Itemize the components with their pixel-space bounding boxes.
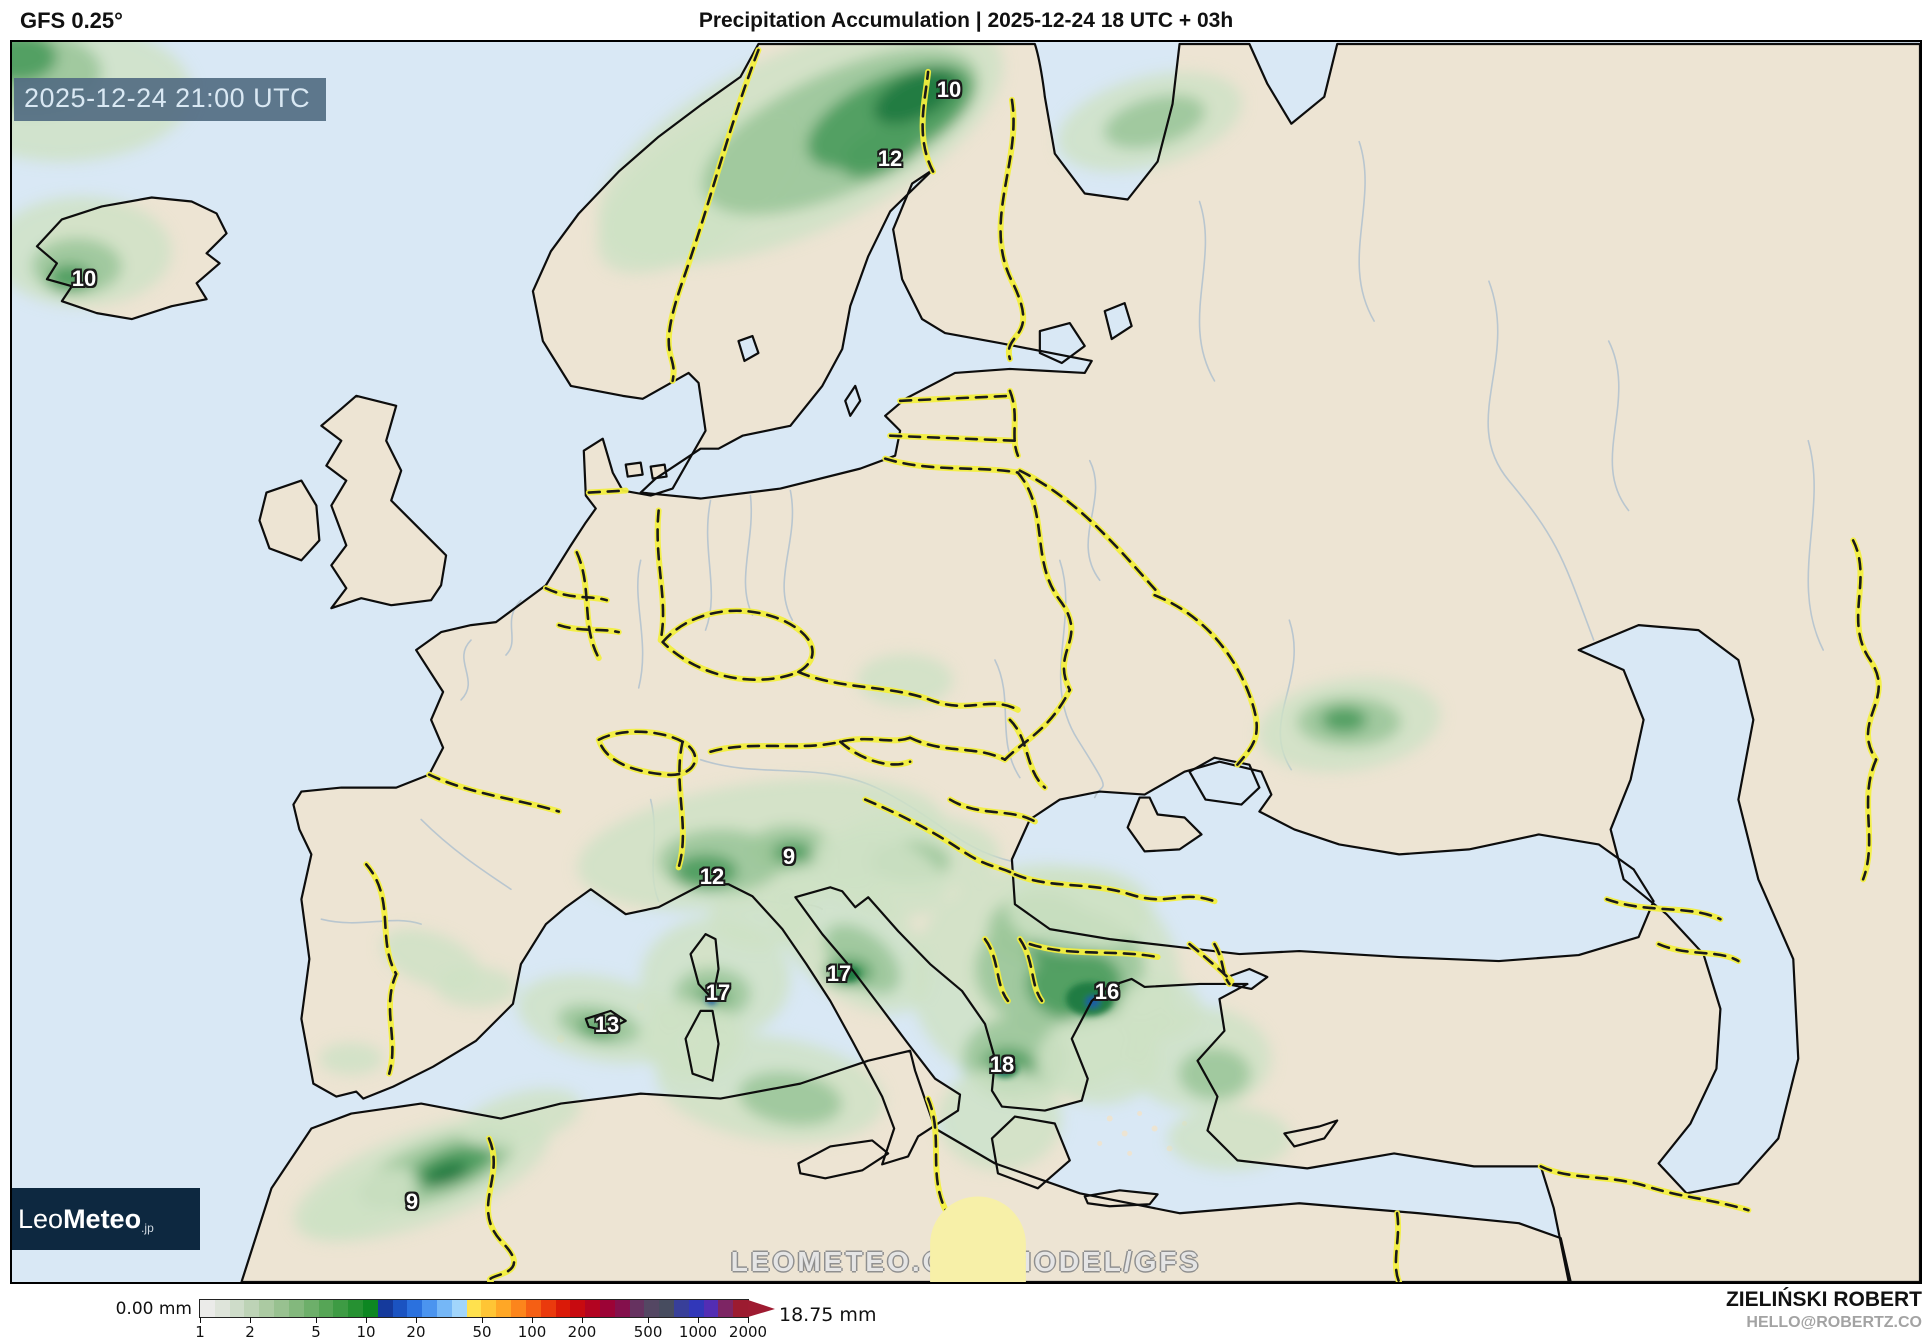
colorbar-tick (249, 1317, 251, 1323)
colorbar-segment (362, 1300, 378, 1317)
precip-max-label: 10 (936, 77, 962, 102)
colorbar-segment (599, 1300, 615, 1317)
colorbar-tick (200, 1317, 201, 1323)
colorbar-segment (244, 1300, 260, 1317)
colorbar-tick-label: 5 (311, 1323, 321, 1341)
logo-wordmark: LeoMeteo.jp (18, 1203, 154, 1235)
colorbar-segment (214, 1300, 230, 1317)
precip-max-label: 9 (782, 844, 796, 869)
contact-credit: HELLO@ROBERTZ.CO (1746, 1314, 1922, 1331)
legend-min-label: 0.00 mm (115, 1299, 192, 1319)
colorbar-segment (333, 1300, 349, 1317)
colorbar-segment (437, 1300, 452, 1317)
colorbar-tick-label: 1 (195, 1323, 205, 1341)
model-label: GFS 0.25° (20, 8, 123, 33)
colorbar-tick (698, 1317, 700, 1323)
colorbar-tick-label: 1000 (678, 1323, 718, 1341)
colorbar-segment (733, 1300, 749, 1317)
precip-colorbar (200, 1300, 749, 1317)
colorbar-segment (318, 1300, 334, 1317)
colorbar-segment (688, 1300, 704, 1317)
colorbar-segment (288, 1300, 304, 1317)
colorbar-segment (718, 1300, 734, 1317)
colorbar-segment (407, 1300, 423, 1317)
colorbar-ticks: 1 2 5 10 20 50 100 200 500 1000 2000 (195, 1317, 767, 1341)
precip-max-label: 10 (71, 266, 97, 291)
europe-precipitation-map: 10 12 10 9 12 17 17 13 16 18 9 2025-12-24 21:00 UT… (10, 40, 1922, 1284)
europe-map-svg (12, 42, 1920, 1282)
colorbar-segment (644, 1300, 660, 1317)
colorbar-segment (703, 1300, 719, 1317)
colorbar-segment (585, 1300, 600, 1317)
colorbar-segment (377, 1300, 393, 1317)
colorbar-segment (629, 1300, 645, 1317)
colorbar-tick-label: 10 (356, 1323, 376, 1341)
precip-max-label: 12 (877, 146, 903, 171)
precipitation-shading (12, 42, 1441, 1242)
colorbar-segment (555, 1300, 571, 1317)
page-title: Precipitation Accumulation | 2025-12-24 … (698, 9, 1234, 32)
colorbar-segment (422, 1300, 437, 1317)
colorbar-tick (581, 1317, 583, 1323)
colorbar-segment (303, 1300, 319, 1317)
leometeo-logo: LeoMeteo.jp (12, 1188, 1026, 1282)
colorbar-tick (748, 1317, 749, 1323)
colorbar-segment (451, 1300, 467, 1317)
country-borders (363, 46, 1882, 1282)
precip-max-label: 18 (989, 1052, 1015, 1077)
colorbar-tick-label: 20 (406, 1323, 426, 1341)
colorbar-segment (674, 1300, 689, 1317)
colorbar-segment (511, 1300, 526, 1317)
legend-max-label: 18.75 mm (779, 1304, 877, 1326)
colorbar-tick (648, 1317, 650, 1323)
colorbar-arrow (748, 1300, 775, 1317)
author-credit: ZIELIŃSKI ROBERT (1725, 1288, 1922, 1311)
precip-max-label: 16 (1094, 979, 1120, 1004)
precip-max-label: 17 (826, 961, 852, 986)
colorbar-tick (415, 1317, 417, 1323)
colorbar-tick (532, 1317, 534, 1323)
precipitation-maxima (706, 966, 1114, 1078)
precip-max-label: 17 (705, 980, 731, 1005)
colorbar-segment (200, 1300, 215, 1317)
colorbar-tick (482, 1317, 484, 1323)
colorbar-tick-label: 2 (245, 1323, 255, 1341)
colorbar-tick-label: 200 (567, 1323, 597, 1341)
colorbar-segment (348, 1300, 363, 1317)
colorbar-segment (392, 1300, 408, 1317)
precip-max-label: 9 (405, 1189, 419, 1214)
colorbar-tick-label: 100 (517, 1323, 547, 1341)
colorbar-segment (274, 1300, 289, 1317)
colorbar-segment (481, 1300, 497, 1317)
colorbar-segment (259, 1300, 275, 1317)
sun-icon (930, 1196, 1026, 1282)
valid-time-overlay: 2025-12-24 21:00 UTC (14, 78, 327, 121)
colorbar-segment (466, 1300, 482, 1317)
colorbar-tick-label: 50 (472, 1323, 492, 1341)
precip-max-label: 13 (594, 1012, 620, 1037)
colorbar-tick (316, 1317, 318, 1323)
colorbar-segment (659, 1300, 674, 1317)
colorbar-tick-label: 2000 (728, 1323, 768, 1341)
colorbar-segment (540, 1300, 556, 1317)
land-great-britain (321, 395, 447, 609)
colorbar-segment (229, 1300, 245, 1317)
colorbar-segment (496, 1300, 512, 1317)
precip-max-label: 12 (699, 864, 725, 889)
colorbar-segment (614, 1300, 630, 1317)
colorbar-segment (525, 1300, 541, 1317)
colorbar-tick (366, 1317, 367, 1323)
colorbar-tick-label: 500 (633, 1323, 663, 1341)
colorbar-segment (570, 1300, 586, 1317)
